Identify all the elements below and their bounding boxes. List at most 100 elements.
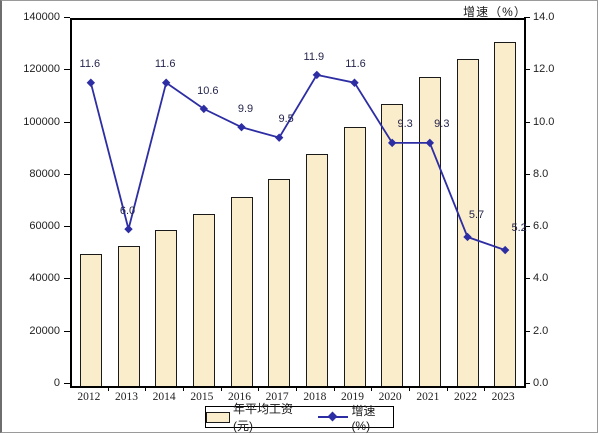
growth-marker-2021 [425,138,435,148]
x-axis-tick [409,386,410,391]
growth-label-2022: 5.7 [468,208,485,221]
x-axis-tick [258,386,260,391]
right-axis-tick [524,278,530,280]
bar-2013 [117,246,140,386]
x-axis-tick [371,386,373,391]
right-axis-tick [524,330,530,332]
growth-marker-2023 [500,245,510,255]
growth-label-2019: 11.6 [345,57,366,70]
right-axis-label: 2.0 [533,324,549,337]
x-axis-tick [446,386,448,391]
bar-2014 [155,230,178,386]
growth-label-2016: 9.9 [237,103,254,116]
legend: 年平均工资(元) 增速(%) [205,402,394,433]
left-axis-tick [64,330,70,332]
left-axis-label: 100000 [23,115,60,128]
growth-line [86,70,510,255]
left-axis-tick [64,226,70,228]
right-axis-label: 10.0 [533,115,555,128]
right-axis-title: 增速（%） [463,5,527,19]
bar-2016 [230,197,253,386]
right-axis-label: 4.0 [533,272,549,285]
growth-marker-2019 [350,78,359,87]
plot-area [70,18,526,388]
growth-label-2015: 10.6 [197,84,219,97]
growth-label-2014: 11.6 [154,57,176,70]
left-axis-tick [64,121,70,123]
growth-marker-2015 [199,104,209,114]
right-axis-tick [524,226,530,228]
growth-marker-2017 [274,133,284,142]
left-axis-tick [64,278,70,280]
right-axis-tick [524,17,530,18]
left-axis-tick [64,173,70,175]
growth-label-2021: 9.3 [434,117,450,130]
right-axis-label: 8.0 [533,167,549,180]
x-axis-tick [484,386,486,391]
left-axis-tick [64,383,70,384]
growth-label-2017: 9.5 [278,112,294,125]
right-axis-tick [524,121,530,123]
x-axis-label-2015: 2015 [190,391,214,403]
left-axis-label: 20000 [29,324,60,337]
x-axis-label-2020: 2020 [378,391,402,403]
growth-marker-2014 [161,78,171,87]
x-axis-label-2012: 2012 [77,391,101,403]
left-axis-tick [64,17,70,18]
growth-marker-2020 [387,138,397,148]
growth-marker-2012 [86,78,96,87]
legend-label-wages: 年平均工资(元) [233,402,294,433]
legend-item-growth: 增速(%) [318,402,393,433]
x-axis-label-2013: 2013 [115,391,138,403]
bar-2023 [494,42,517,386]
right-axis-label: 0.0 [533,377,549,389]
growth-label-2012: 11.6 [79,57,101,70]
right-axis-label: 14.0 [533,11,555,23]
growth-marker-2022 [463,232,472,242]
bar-2015 [192,213,215,386]
bar-2018 [305,154,328,386]
x-axis-tick [220,386,222,391]
x-axis-label-2023: 2023 [491,391,515,403]
legend-item-wages: 年平均工资(元) [206,400,311,434]
left-axis-label: 0 [53,377,60,389]
legend-label-growth: 增速(%) [351,403,376,433]
left-axis-tick [64,69,70,71]
growth-marker-2016 [237,122,246,132]
x-axis-label-2016: 2016 [228,391,251,403]
growth-marker-2018 [312,70,322,80]
right-axis-label: 6.0 [533,220,549,233]
growth-label-2013: 6.0 [119,205,136,218]
bar-2020 [381,103,404,386]
diamond-marker-icon [327,411,338,422]
x-axis-tick [107,386,109,391]
bar-2017 [268,178,291,386]
growth-label-2018: 11.9 [303,50,325,63]
x-axis-tick [333,386,335,391]
right-axis-tick [524,173,530,175]
x-axis-tick [296,386,297,391]
x-axis-tick [183,386,184,391]
growth-label-2020: 9.3 [397,117,413,130]
bar-2019 [343,127,366,386]
x-axis-label-2018: 2018 [303,391,327,403]
right-axis-label: 12.0 [533,63,555,76]
bar-2012 [79,253,102,386]
left-axis-label: 60000 [29,220,60,233]
right-axis-tick [524,69,530,71]
x-axis-label-2017: 2017 [265,391,289,403]
x-axis-tick [145,386,147,391]
x-axis-label-2022: 2022 [454,391,477,403]
left-axis-label: 120000 [23,63,60,76]
growth-label-2023: 5.2 [511,222,527,235]
x-axis-label-2014: 2014 [152,391,176,403]
left-axis-label: 40000 [29,272,60,285]
bar-2022 [456,59,479,386]
line-series-swatch [318,411,349,422]
x-axis-label-2019: 2019 [341,391,364,403]
growth-marker-2013 [124,224,133,234]
bar-series-swatch [206,411,230,423]
left-axis-label: 80000 [29,167,60,180]
right-axis-tick [524,383,530,384]
left-axis-label: 140000 [23,11,60,23]
